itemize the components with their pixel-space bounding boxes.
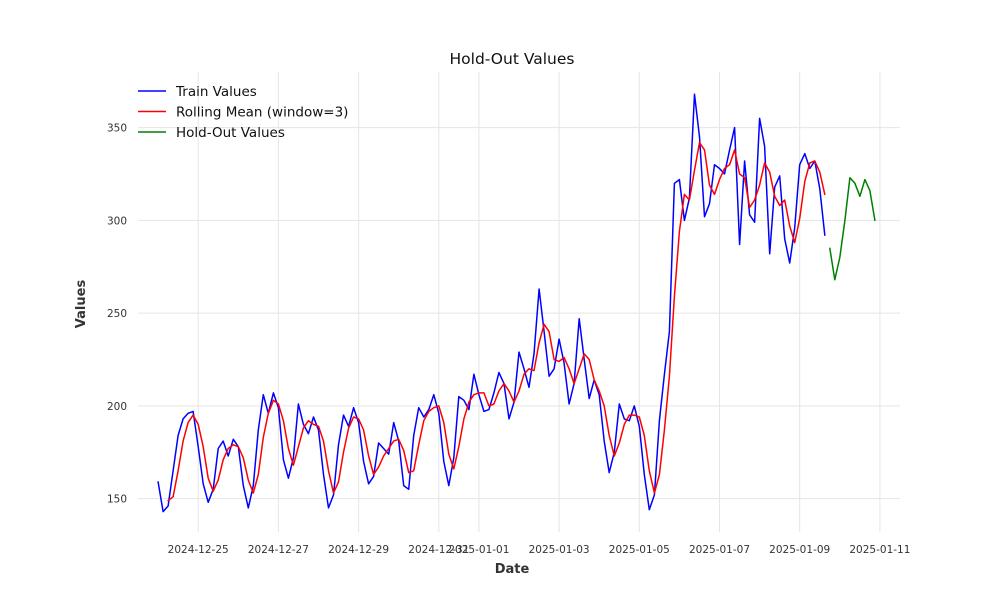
y-axis-title: Values	[74, 280, 89, 329]
x-tick-label: 2025-01-11	[849, 544, 910, 556]
y-tick-label: 350	[107, 123, 127, 135]
train-values-line	[157, 93, 826, 513]
x-tick-label: 2025-01-09	[769, 544, 830, 556]
hold-out-values-line	[829, 176, 876, 281]
y-tick-label: 200	[107, 401, 127, 413]
legend-entry-rolling-mean: Rolling Mean (window=3)	[138, 105, 348, 121]
rolling-mean-line	[167, 141, 826, 502]
x-tick-label: 2025-01-01	[448, 544, 509, 556]
legend-entry-train: Train Values	[138, 84, 257, 100]
x-tick-label: 2025-01-03	[529, 544, 590, 556]
grid-lines	[138, 72, 900, 532]
x-tick-label: 2025-01-07	[689, 544, 750, 556]
x-tick-label: 2024-12-31	[408, 544, 469, 556]
y-axis-ticks: 150 200 250 300 350	[107, 123, 127, 506]
x-axis-title: Date	[495, 562, 530, 577]
x-tick-label: 2024-12-27	[248, 544, 309, 556]
legend-label-hold-out: Hold-Out Values	[176, 125, 285, 141]
y-tick-label: 250	[107, 308, 127, 320]
legend-label-train: Train Values	[175, 84, 257, 100]
x-tick-label: 2024-12-25	[168, 544, 229, 556]
legend: Train Values Rolling Mean (window=3) Hol…	[138, 84, 348, 141]
legend-entry-hold-out: Hold-Out Values	[138, 125, 285, 141]
y-tick-label: 300	[107, 215, 127, 227]
x-axis-ticks: 2024-12-25 2024-12-27 2024-12-29 2024-12-31…	[168, 544, 911, 556]
x-tick-label: 2024-12-29	[328, 544, 389, 556]
series-lines	[157, 93, 876, 513]
legend-label-rolling-mean: Rolling Mean (window=3)	[176, 105, 348, 121]
y-tick-label: 150	[107, 494, 127, 506]
x-tick-label: 2025-01-05	[609, 544, 670, 556]
chart-title: Hold-Out Values	[450, 50, 575, 68]
